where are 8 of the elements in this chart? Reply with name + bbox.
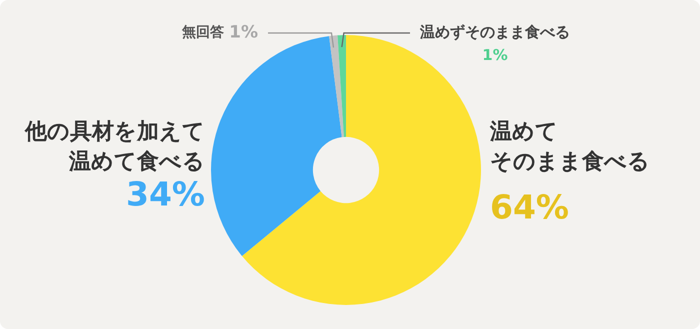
data-label: 1% bbox=[229, 22, 258, 42]
slice-label: 温めずそのまま食べる bbox=[419, 22, 570, 41]
data-label: 1% bbox=[482, 46, 508, 64]
slice-label: 無回答 bbox=[181, 24, 224, 41]
data-label: 64% bbox=[490, 188, 569, 227]
slice-label: 他の具材を加えて温めて食べる bbox=[24, 120, 205, 175]
data-label: 34% bbox=[126, 174, 205, 214]
slice-label: 温めてそのまま食べる bbox=[489, 120, 650, 175]
